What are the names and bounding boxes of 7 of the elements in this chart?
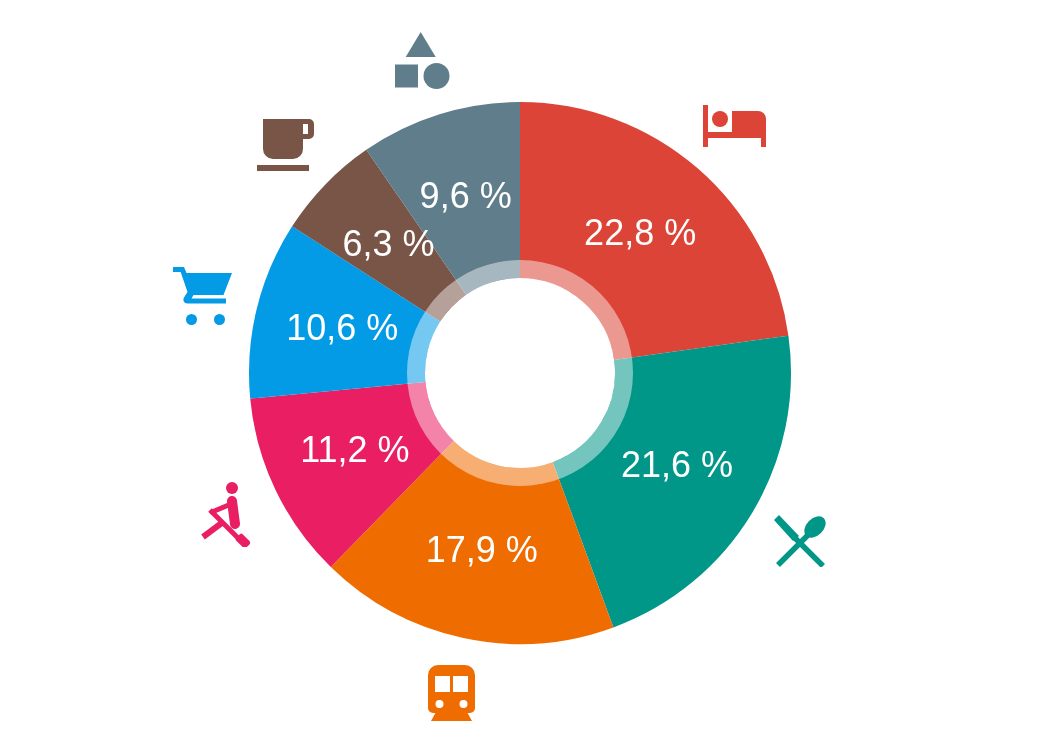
data-label: 21,6 % [620, 444, 733, 486]
data-label: 9,6 % [419, 175, 512, 217]
data-label: 17,9 % [425, 528, 538, 570]
data-label: 11,2 % [300, 428, 410, 470]
data-label: 6,3 % [342, 222, 435, 264]
data-label: 22,8 % [584, 211, 697, 253]
data-label: 10,6 % [286, 306, 399, 348]
